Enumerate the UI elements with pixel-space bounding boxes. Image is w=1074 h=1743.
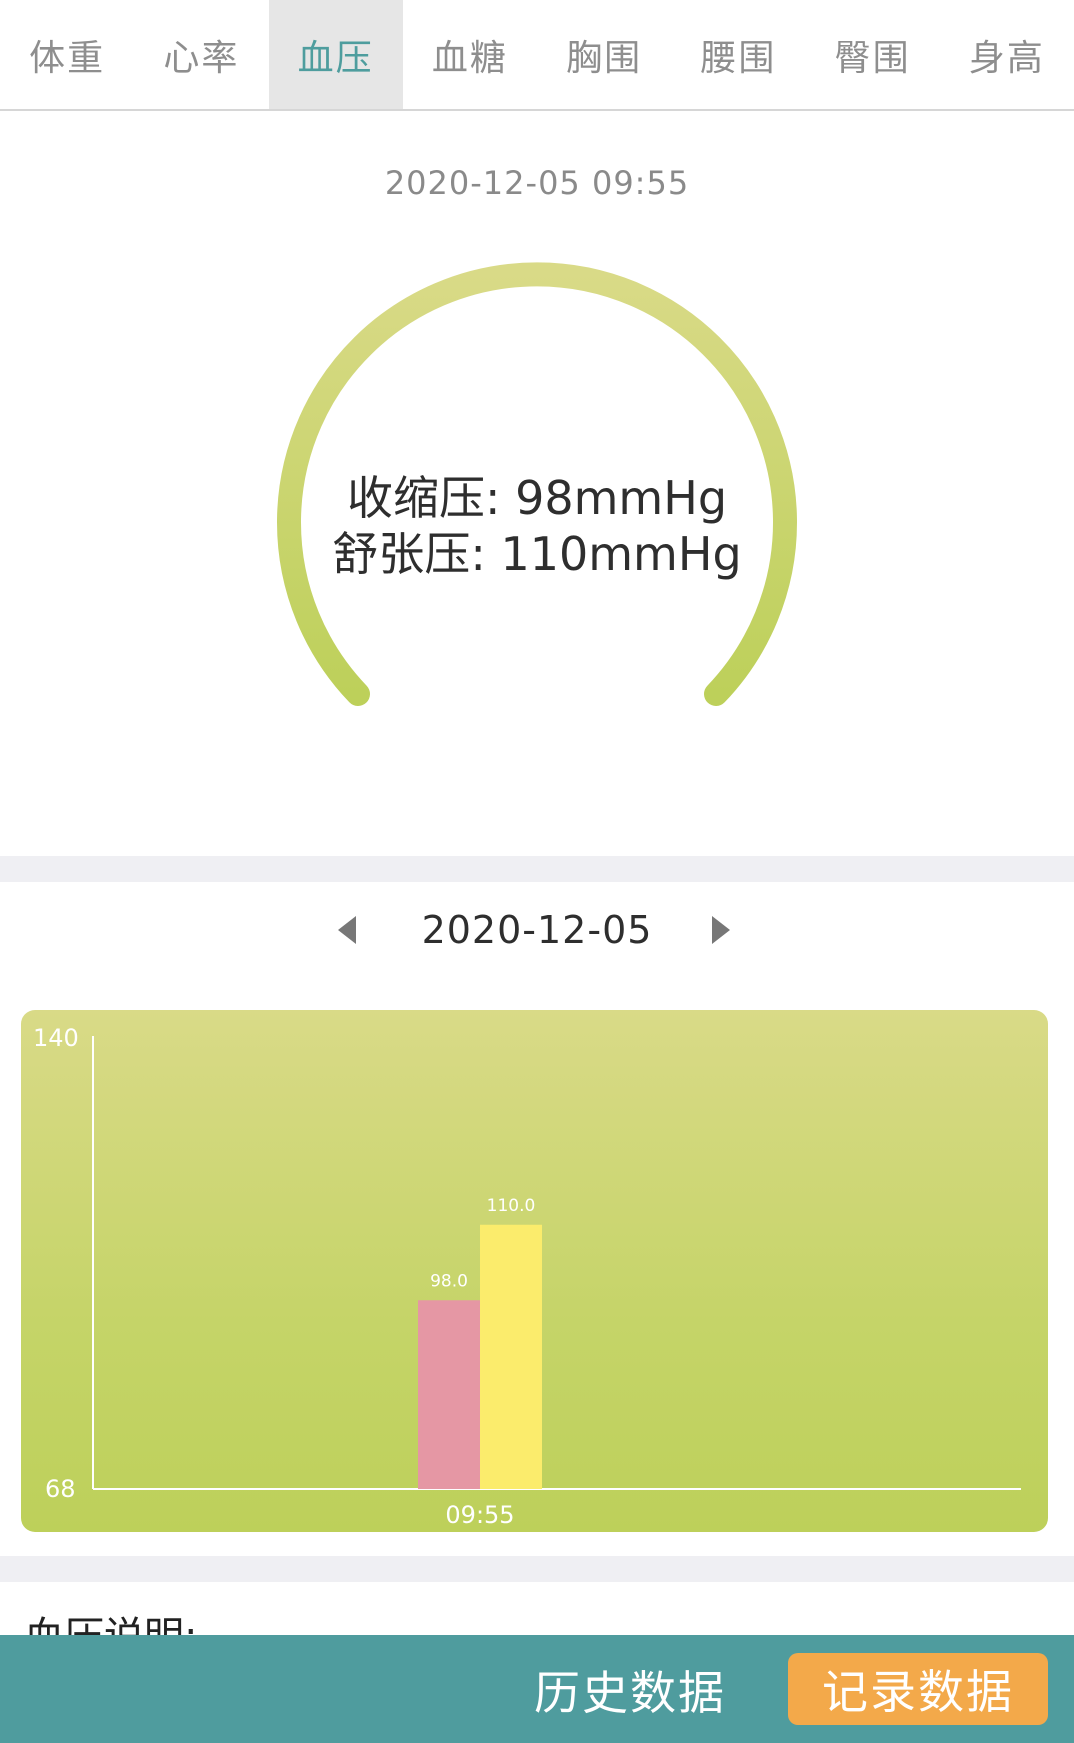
tab-waist[interactable]: 腰围 [700, 37, 777, 79]
bar-value-label-2: 110.0 [487, 1196, 536, 1216]
y-tick-label-min: 68 [45, 1475, 76, 1503]
next-date-icon[interactable] [712, 916, 730, 944]
bar-series-2 [480, 1224, 542, 1489]
section-divider [0, 856, 1074, 882]
tab-chest[interactable]: 胸围 [566, 37, 643, 79]
tab-heart-rate[interactable]: 心率 [163, 37, 240, 79]
category-tab-bar: 体重 心率 血压 血糖 胸围 腰围 臀围 身高 [0, 0, 1074, 111]
history-data-button[interactable]: 历史数据 [520, 1657, 740, 1721]
reading-timestamp: 2020-12-05 09:55 [384, 164, 690, 202]
tab-blood-pressure[interactable]: 血压 [268, 0, 403, 109]
bar-series-1 [418, 1300, 480, 1489]
section-divider [0, 1556, 1074, 1582]
record-data-button[interactable]: 记录数据 [788, 1653, 1048, 1725]
chart-canvas: 140 68 98.0 110.0 09:55 [33, 1024, 1021, 1529]
tab-height[interactable]: 身高 [968, 37, 1045, 79]
systolic-value: 收缩压: 98mmHg [346, 471, 728, 525]
tab-hip[interactable]: 臀围 [834, 37, 911, 79]
prev-date-icon[interactable] [338, 916, 356, 944]
date-navigator: 2020-12-05 [0, 900, 1074, 964]
bottom-action-bar: 历史数据 记录数据 [0, 1635, 1074, 1743]
x-tick-label: 09:55 [445, 1501, 514, 1529]
date-label: 2020-12-05 [421, 908, 653, 952]
tab-weight[interactable]: 体重 [29, 37, 106, 79]
blood-pressure-chart: 140 68 98.0 110.0 09:55 [21, 1010, 1048, 1532]
y-tick-label-max: 140 [33, 1024, 79, 1052]
diastolic-value: 舒张压: 110mmHg [332, 527, 742, 581]
gauge-arc [277, 262, 797, 706]
bar-value-label-1: 98.0 [430, 1271, 468, 1291]
tab-blood-sugar[interactable]: 血糖 [431, 37, 508, 79]
